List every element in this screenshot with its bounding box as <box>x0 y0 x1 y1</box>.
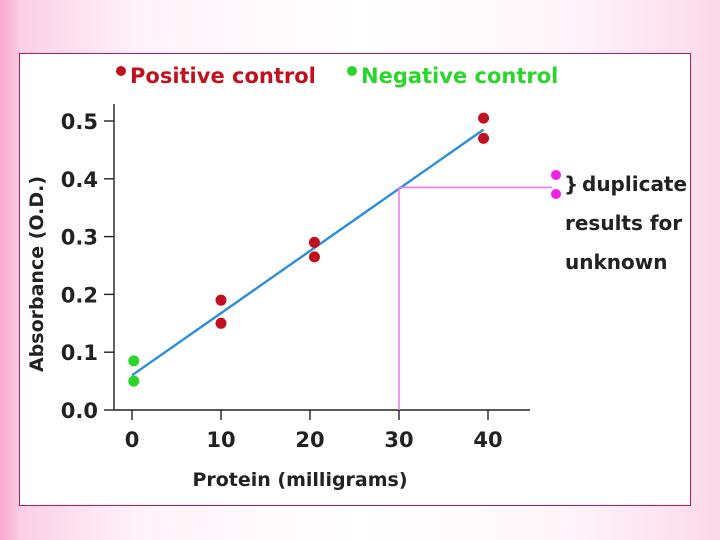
annotation-line-1: duplicate <box>582 172 687 196</box>
negative-legend-label: Negative control <box>361 64 558 88</box>
x-tick-label: 40 <box>473 428 502 452</box>
annotation-line-2: results for <box>565 211 682 235</box>
y-axis-title: Absorbance (O.D.) <box>26 176 48 372</box>
positive-control-point <box>215 317 227 329</box>
y-tick-label: 0.1 <box>61 341 98 365</box>
slide-card: Positive control Negative control 0.0 0.1… <box>19 53 691 506</box>
positive-control-point <box>308 236 320 248</box>
y-tick-label: 0.3 <box>61 226 98 250</box>
positive-control-point <box>478 132 490 144</box>
y-tick-label: 0.2 <box>61 283 98 307</box>
y-tick-label: 0.0 <box>61 399 98 423</box>
negative-control-point <box>128 355 140 367</box>
annotation-line-3: unknown <box>565 250 667 274</box>
negative-control-point <box>128 375 140 387</box>
x-tick-label: 20 <box>295 428 324 452</box>
x-tick-label: 10 <box>206 428 235 452</box>
positive-legend-marker <box>116 66 126 76</box>
y-tick-label: 0.5 <box>61 110 98 134</box>
positive-control-point <box>478 112 490 124</box>
unknown-guide-line <box>398 186 552 410</box>
x-tick-label: 30 <box>384 428 413 452</box>
x-axis-title: Protein (milligrams) <box>192 469 407 491</box>
y-tick-label: 0.4 <box>61 168 98 192</box>
positive-control-point <box>308 251 320 263</box>
positive-control-point <box>215 294 227 306</box>
annotation-brace: } <box>564 172 578 196</box>
x-tick-label: 0 <box>125 428 140 452</box>
positive-legend-label: Positive control <box>130 64 316 88</box>
unknown-marker <box>551 189 561 199</box>
chart: Positive control Negative control 0.0 0.1… <box>26 64 687 491</box>
unknown-marker <box>551 170 561 180</box>
negative-legend-marker <box>347 66 357 76</box>
regression-line <box>131 128 485 377</box>
